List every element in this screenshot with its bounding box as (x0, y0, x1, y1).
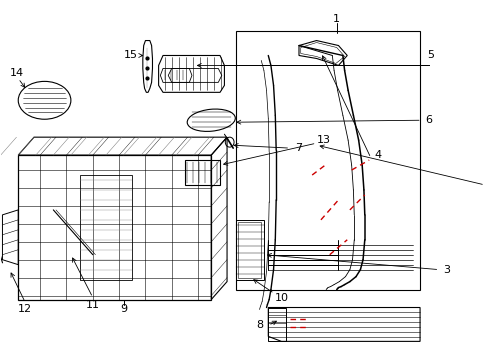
Text: 6: 6 (425, 115, 431, 125)
Text: 13: 13 (316, 135, 330, 145)
Text: 8: 8 (255, 320, 263, 330)
Bar (235, 220, 264, 280)
Text: 11: 11 (85, 300, 100, 310)
Text: 3: 3 (442, 265, 449, 275)
Text: 14: 14 (9, 68, 23, 78)
Text: 7: 7 (295, 143, 302, 153)
Text: 10: 10 (274, 293, 288, 302)
Text: 1: 1 (332, 14, 340, 24)
Text: 15: 15 (123, 50, 137, 60)
Bar (268, 307, 285, 341)
Bar (235, 31, 419, 289)
Bar (184, 160, 220, 185)
Text: 9: 9 (120, 305, 127, 315)
Text: 5: 5 (426, 50, 433, 60)
Text: 12: 12 (18, 305, 32, 315)
Bar (238, 222, 261, 278)
Text: 4: 4 (374, 150, 381, 160)
